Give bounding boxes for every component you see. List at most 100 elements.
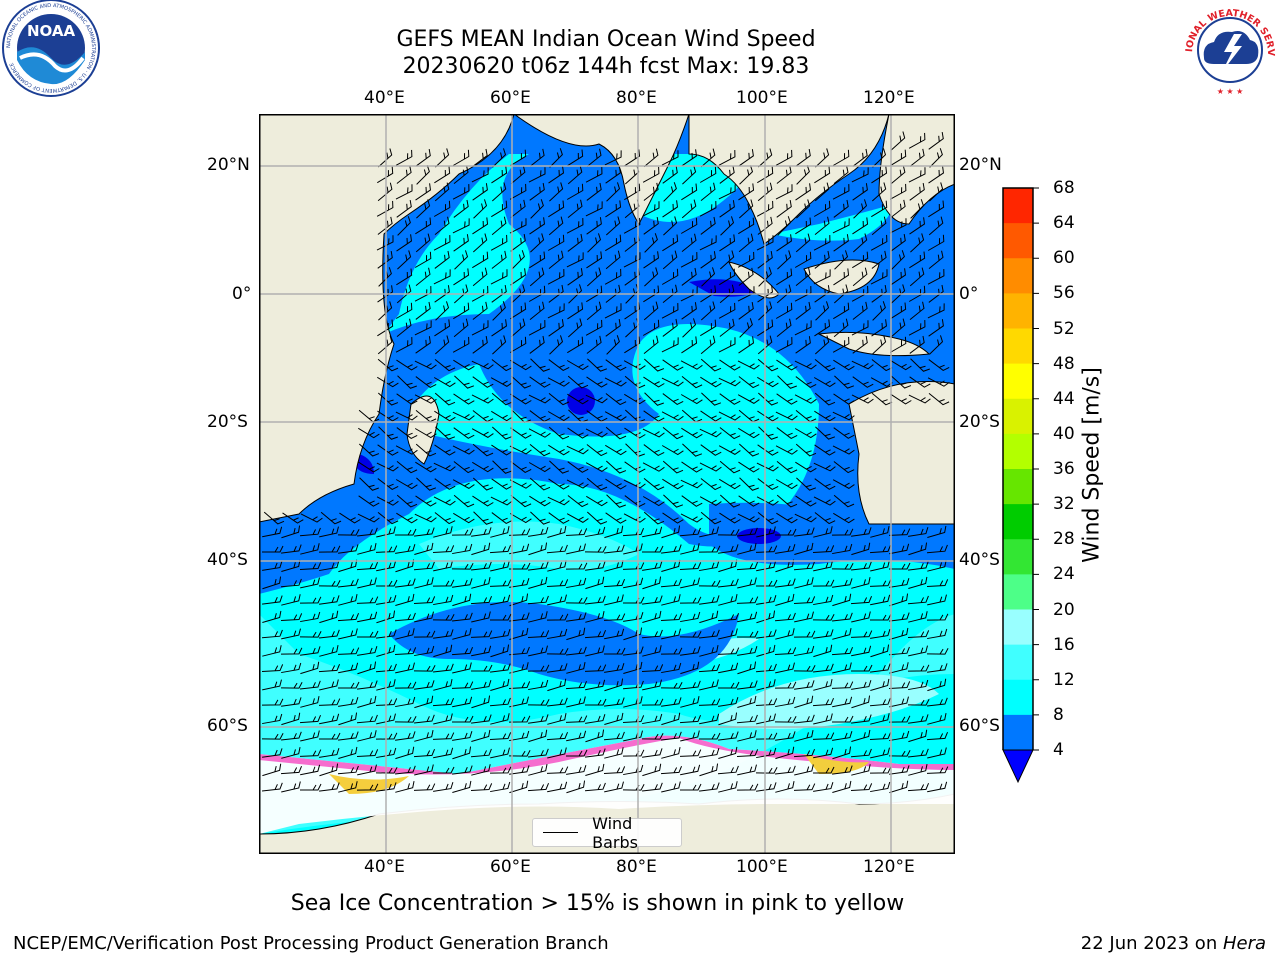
wind-barb-shaft xyxy=(643,182,659,201)
wind-barb-shaft xyxy=(757,376,779,388)
wind-barb-shaft xyxy=(262,763,282,777)
lon-tick-bottom: 40°E xyxy=(364,857,405,877)
wind-barb-shaft xyxy=(491,216,507,236)
wind-barb xyxy=(433,678,453,691)
wind-barb xyxy=(889,765,910,775)
wind-barb-shaft xyxy=(699,610,719,624)
wind-barb-shaft xyxy=(396,234,412,252)
colorbar-segment xyxy=(1003,363,1033,400)
wind-barb-shaft xyxy=(376,713,396,725)
wind-barb xyxy=(890,234,906,252)
wind-barb-shaft xyxy=(395,302,413,319)
wind-barb-shaft xyxy=(777,250,792,270)
wind-barb xyxy=(603,578,626,588)
wind-barb-shaft xyxy=(795,376,817,389)
wind-barb-shaft xyxy=(928,216,944,236)
wind-barb-shaft xyxy=(319,679,339,691)
wind-barb xyxy=(774,765,796,775)
wind-barb xyxy=(662,318,678,337)
wind-barb xyxy=(852,376,874,388)
wind-barb-shaft xyxy=(700,319,717,337)
wind-barb-shaft xyxy=(358,461,380,473)
wind-barb xyxy=(641,629,663,639)
wind-barb-shaft xyxy=(394,765,416,775)
wind-barb xyxy=(604,559,624,572)
wind-barb-shaft xyxy=(490,663,511,673)
wind-barb-shaft xyxy=(679,527,701,537)
wind-barb-shaft xyxy=(433,377,456,388)
wind-barb-shaft xyxy=(605,200,622,218)
wind-barb-shaft xyxy=(491,250,507,269)
wind-barb-shaft xyxy=(832,479,855,489)
wind-barb xyxy=(338,712,358,726)
wind-barb-shaft xyxy=(869,579,892,587)
wind-barb xyxy=(756,713,776,725)
wind-barb-shaft xyxy=(813,377,836,388)
wind-barb xyxy=(414,513,437,523)
wind-barb-shaft xyxy=(394,681,417,689)
wind-barb xyxy=(415,149,431,167)
wind-barb xyxy=(775,628,795,640)
wind-barb xyxy=(547,303,565,319)
wind-barb-shaft xyxy=(414,729,434,742)
wind-barb xyxy=(528,527,549,537)
wind-barb-shaft xyxy=(434,216,450,236)
wind-barb xyxy=(281,594,301,606)
wind-barb-shaft xyxy=(565,596,588,604)
wind-barb xyxy=(490,560,510,572)
wind-barb xyxy=(565,680,588,690)
wind-barb xyxy=(356,561,379,571)
wind-barb-shaft xyxy=(758,426,778,440)
wind-barb xyxy=(775,731,796,741)
wind-barb-shaft xyxy=(870,663,891,673)
wind-barb xyxy=(851,645,872,657)
wind-barb-shaft xyxy=(661,268,679,285)
wind-barb-shaft xyxy=(508,646,530,656)
wind-barb xyxy=(376,610,396,624)
wind-barb xyxy=(890,165,906,185)
wind-barb xyxy=(910,199,924,219)
lat-tick-right: 20°S xyxy=(959,412,1000,432)
wind-barb xyxy=(492,148,507,168)
wind-barb-shaft xyxy=(814,444,836,456)
wind-barb xyxy=(909,148,925,167)
wind-barb xyxy=(586,376,608,388)
wind-barb-shaft xyxy=(377,392,399,406)
wind-barb xyxy=(415,183,431,201)
wind-barb-shaft xyxy=(775,528,797,536)
wind-barb-shaft xyxy=(680,479,703,489)
wind-barb-shaft xyxy=(548,478,570,490)
wind-barb xyxy=(432,732,455,740)
wind-barb xyxy=(737,680,758,690)
wind-barb xyxy=(547,269,565,285)
wind-barb-shaft xyxy=(566,479,589,489)
wind-barb xyxy=(699,713,720,725)
wind-barb xyxy=(490,613,512,621)
wind-barb xyxy=(642,166,660,183)
wind-barb-shaft xyxy=(775,411,798,421)
wind-barb xyxy=(815,301,830,321)
wind-barb xyxy=(319,595,340,605)
wind-barb-shaft xyxy=(851,680,872,690)
wind-barb-shaft xyxy=(737,730,757,742)
wind-barb-shaft xyxy=(775,780,795,793)
wind-barb xyxy=(813,644,833,658)
wind-barb-shaft xyxy=(567,149,584,167)
wind-barb xyxy=(452,184,470,200)
wind-barb xyxy=(869,766,892,774)
wind-barb-shaft xyxy=(338,746,358,759)
wind-barb-shaft xyxy=(414,645,435,657)
wind-barb-shaft xyxy=(433,766,455,774)
wind-barb-shaft xyxy=(699,763,719,777)
wind-barb-shaft xyxy=(927,712,947,725)
wind-barb-shaft xyxy=(470,783,493,791)
wind-barb-shaft xyxy=(395,628,415,640)
wind-barb-shaft xyxy=(758,301,773,321)
wind-barb xyxy=(357,730,377,742)
wind-barb xyxy=(261,782,283,792)
wind-barb xyxy=(356,749,379,757)
wind-barb xyxy=(529,477,551,491)
wind-barb xyxy=(586,511,608,525)
wind-barb-shaft xyxy=(528,428,551,438)
wind-barb-shaft xyxy=(776,393,798,405)
